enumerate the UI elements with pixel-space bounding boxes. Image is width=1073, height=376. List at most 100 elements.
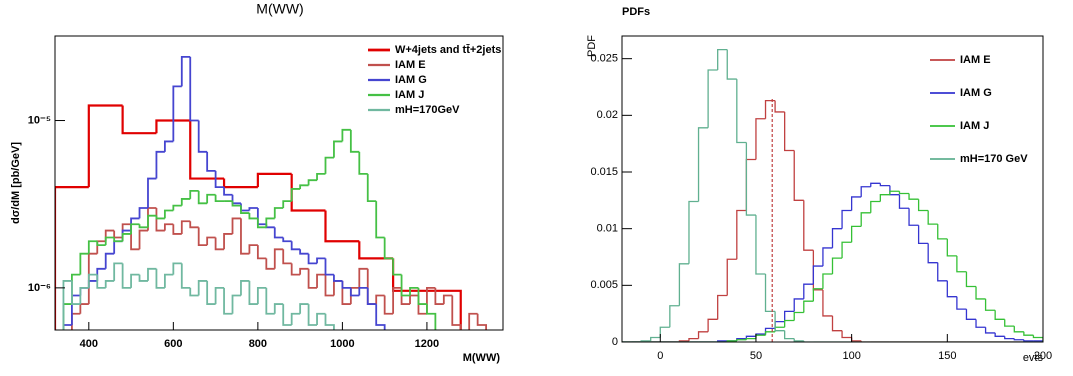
legend-label: mH=170 GeV [960,153,1028,165]
histogram-bin [214,170,225,189]
y-tick-label: 0.01 [597,223,618,235]
histogram-bin [889,190,900,195]
histogram-bin [831,315,843,332]
histogram-bin [879,183,890,187]
x-tick-label: 150 [938,350,956,362]
histogram-bin [984,327,996,334]
x-axis-label: M(WW) [463,352,501,364]
histogram-bin [71,312,81,330]
histogram-bin [400,274,411,297]
histogram-bin [975,319,986,328]
x-tick-label: 100 [842,350,860,362]
y-axis-label: dσ/dM [pb/GeV] [10,142,22,224]
histogram-bin [366,287,377,305]
histogram-bin [1013,326,1024,333]
histogram-bin [189,189,199,199]
histogram-bin [908,193,919,200]
histogram-bin [451,295,462,330]
histogram-bin [138,224,148,229]
histogram-bin [273,303,284,314]
histogram-bin [764,99,776,119]
legend-label: W+4jets and tt̄+2jets [395,44,501,56]
y-tick-label: 0.015 [590,166,618,178]
histogram-bin [383,237,394,260]
histogram-bin [755,118,766,160]
histogram-bin [793,150,804,201]
histogram-bin [248,213,258,220]
histogram-bin [138,229,148,250]
histogram-bin [841,241,852,259]
histogram-bin [180,198,191,206]
histogram-bin [341,280,351,305]
histogram-bin [333,140,343,158]
histogram-bin [745,335,756,339]
histogram-bin [774,311,785,332]
histogram-bin [622,341,632,342]
histogram-bin [299,249,309,255]
histogram-bin [341,128,351,142]
histogram-bin [71,294,81,325]
histogram-bin [392,286,402,314]
histogram-bin [358,286,368,296]
y-tick-label: 10⁻⁶ [28,282,51,294]
histogram-bin [316,273,326,288]
histogram-bin [189,120,225,180]
histogram-bin [908,208,919,226]
histogram-bin [96,267,106,281]
histogram-bin [994,332,1005,337]
histogram-bin [222,178,258,189]
histogram-bin [273,207,284,219]
histogram-bin [889,185,900,196]
histogram-bin [622,341,632,342]
histogram-bin [434,287,444,305]
histogram-bin [803,200,814,251]
histogram-bin [965,309,977,320]
histogram-bin [290,241,301,251]
histogram-bin [984,298,996,311]
histogram-bin [113,230,123,239]
histogram-bin [946,238,957,257]
histogram-bin [240,205,250,214]
histogram-bin [79,252,89,275]
histogram-bin [231,294,241,314]
histogram-bin [231,201,241,207]
histogram-bin [71,280,81,305]
histogram-bin [476,313,487,330]
histogram-bin [812,250,823,291]
histogram-bin [650,336,661,341]
histogram-bin [927,243,938,264]
histogram-bin [1032,335,1043,342]
histogram-bin [324,210,360,243]
histogram-bin [316,257,326,264]
y-tick-label: 0 [612,336,618,348]
histogram-bin [822,289,833,317]
plot-area [622,48,1043,342]
histogram-bin [290,188,301,202]
histogram-bin [87,104,123,188]
histogram-bin [1033,340,1043,342]
histogram-bin [206,280,216,305]
legend-label: IAM J [395,89,424,101]
histogram-bin [784,319,795,328]
histogram-bin [659,326,670,338]
histogram-bin [764,274,776,313]
histogram-bin [333,274,343,282]
histogram-bin [206,236,216,246]
histogram-bin [299,267,309,275]
histogram-bin [358,151,368,175]
histogram-bin [1013,338,1024,341]
histogram-bin [155,215,165,220]
y-tick-label: 0.025 [590,53,618,65]
histogram-bin [736,339,747,341]
histogram-bin [197,190,208,205]
histogram-bin [113,237,123,243]
legend-label: IAM E [395,59,426,71]
histogram-bin [79,286,89,305]
plot-area [55,56,487,330]
histogram-bin [180,56,191,87]
histogram-bin [155,268,165,289]
histogram-bin [774,100,785,113]
legend-label: mH=170GeV [395,104,460,116]
histogram-bin [155,119,191,134]
histogram-bin [870,182,881,187]
